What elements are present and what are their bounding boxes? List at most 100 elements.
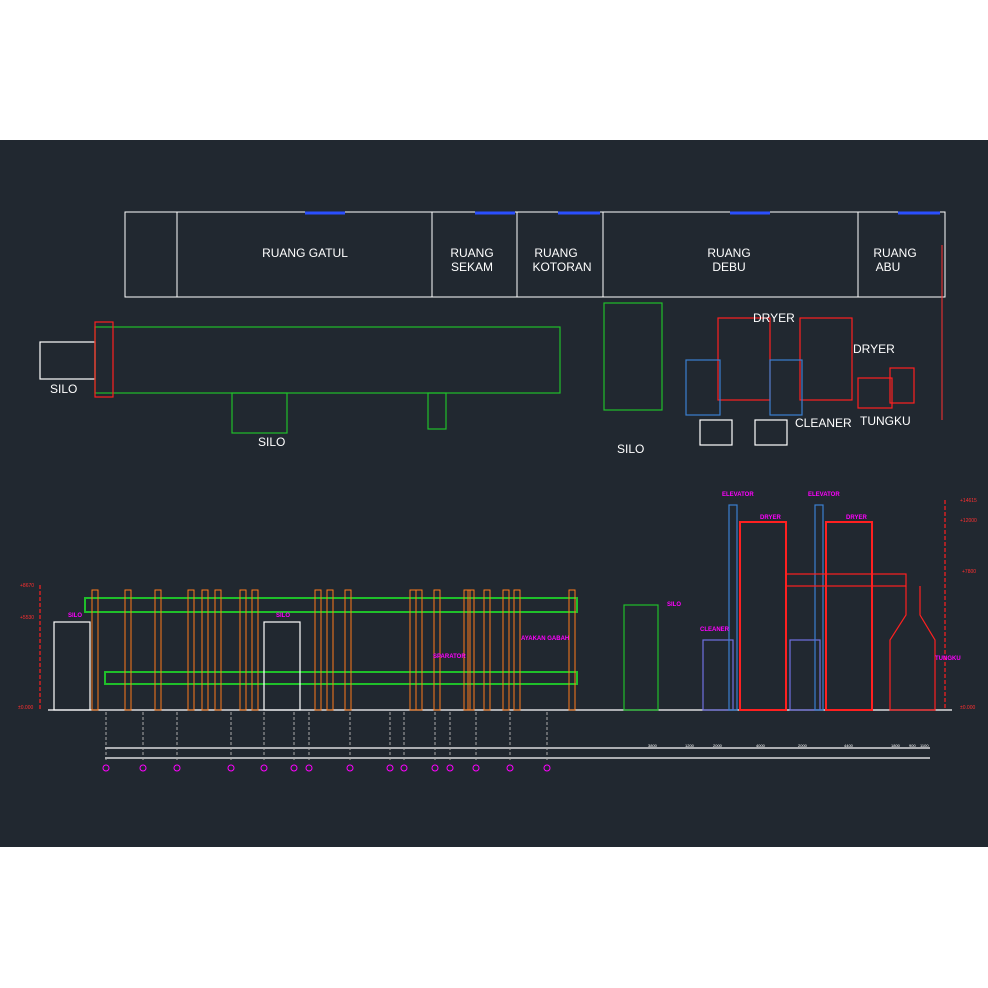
bucket-elevator-column [314, 589, 322, 711]
dimension-value: 3800 [648, 743, 658, 748]
bucket-elevator-column [568, 589, 576, 711]
bucket-elevator-column [467, 589, 475, 711]
label-dryer: DRYER [846, 515, 867, 521]
cleaner-elevation [702, 639, 734, 711]
bucket-elevator-column [201, 589, 209, 711]
level-label: +5530 [20, 615, 34, 621]
label-ayakan: AYAKAN GABAH [521, 636, 569, 642]
bucket-elevator-column [344, 589, 352, 711]
label-elevator: ELEVATOR [808, 492, 840, 498]
dryer-plan [717, 317, 771, 401]
stair-plan [427, 392, 447, 430]
room-label: DEBU [712, 260, 745, 274]
level-label: +12000 [960, 518, 977, 524]
grid-markers [102, 712, 551, 772]
silo-stair-plan [231, 392, 288, 434]
grid-marker [431, 764, 439, 772]
elevator-elevation [814, 504, 824, 711]
grid-marker [102, 764, 110, 772]
bucket-elevator-column [214, 589, 222, 711]
bucket-elevator-column [502, 589, 510, 711]
label-dryer: DRYER [760, 515, 781, 521]
plan-label-dryer: DRYER [853, 342, 895, 356]
label-elevator: ELEVATOR [722, 492, 754, 498]
grid-marker [173, 764, 181, 772]
bucket-elevator-column [124, 589, 132, 711]
grid-marker [446, 764, 454, 772]
bucket-elevator-column [91, 589, 99, 711]
room-label: RUANG [450, 246, 493, 260]
tungku-plan [857, 377, 893, 409]
bucket-elevator-column [513, 589, 521, 711]
top-conveyor [84, 597, 578, 613]
room-label: RUANG GATUL [262, 246, 348, 260]
level-label: ±0.000 [960, 705, 975, 711]
level-label: +7800 [962, 569, 976, 575]
room-label: KOTORAN [532, 260, 591, 274]
grid-marker [472, 764, 480, 772]
bucket-elevator-column [326, 589, 334, 711]
grid-marker [543, 764, 551, 772]
label-tungku: TUNGKU [935, 656, 961, 662]
silo-plan-mid [603, 302, 663, 411]
dimension-value: 2000 [713, 743, 723, 748]
level-label: +14615 [960, 498, 977, 504]
room-label: SEKAM [451, 260, 493, 274]
cleaner-elevation [789, 639, 821, 711]
silo-elevation [263, 621, 301, 711]
bucket-elevator-column [187, 589, 195, 711]
dryer-elevation [825, 521, 873, 711]
equipment-elevation [39, 500, 952, 759]
dimension-value: 2000 [798, 743, 808, 748]
silo-elevation-right [623, 604, 659, 711]
dimension-value: 4400 [844, 743, 854, 748]
bucket-elevator-column [409, 589, 417, 711]
dimension-value: 1800 [891, 743, 901, 748]
cleaner-plan [685, 359, 721, 416]
elevator-elevation [728, 504, 738, 711]
grid-marker [386, 764, 394, 772]
dimension-value: 900 [909, 743, 916, 748]
room-label: ABU [876, 260, 901, 274]
plan-label-cleaner: CLEANER [795, 416, 852, 430]
silo-plan [39, 341, 96, 380]
cad-drawing-sheet: RUANG GATUL RUANG SEKAM RUANG KOTORAN RU… [0, 140, 988, 847]
dimension-value: 1100 [920, 743, 929, 748]
level-label: +8670 [20, 583, 34, 589]
plan-label-tungku: TUNGKU [860, 414, 911, 428]
plan-label-silo: SILO [258, 435, 285, 449]
dimension-values: 3800 1200 2000 4000 2000 4400 1800 900 1… [648, 743, 929, 748]
bucket-elevator-column [483, 589, 491, 711]
rice-mill-layout-drawing: RUANG GATUL RUANG SEKAM RUANG KOTORAN RU… [18, 211, 977, 772]
mill-line-plan [94, 326, 561, 394]
bucket-elevator-column [433, 589, 441, 711]
label-cleaner: CLEANER [700, 627, 730, 633]
label-silo: SILO [667, 602, 681, 608]
grid-marker [290, 764, 298, 772]
dimension-value: 4000 [756, 743, 766, 748]
grid-marker [139, 764, 147, 772]
bucket-elevator-column [463, 589, 471, 711]
pit-plan [699, 419, 733, 446]
elevator-plan [94, 321, 114, 398]
grid-marker [305, 764, 313, 772]
tungku-elevation [889, 586, 936, 711]
bucket-elevator-column [154, 589, 162, 711]
silo-elevation [53, 621, 91, 711]
grid-marker [260, 764, 268, 772]
equipment-plan [39, 302, 915, 446]
label-silo: SILO [276, 613, 290, 619]
lower-platform [104, 671, 578, 685]
room-label: RUANG [707, 246, 750, 260]
cleaner-plan [769, 359, 803, 416]
room-label: RUANG [534, 246, 577, 260]
bucket-elevator-column [415, 589, 423, 711]
grid-marker [227, 764, 235, 772]
tungku-plan [889, 367, 915, 404]
elevator-columns [91, 589, 576, 711]
level-label: ±0.000 [18, 705, 33, 711]
room-label: RUANG [873, 246, 916, 260]
label-separator: SPARATOR [433, 654, 466, 660]
bucket-elevator-column [239, 589, 247, 711]
